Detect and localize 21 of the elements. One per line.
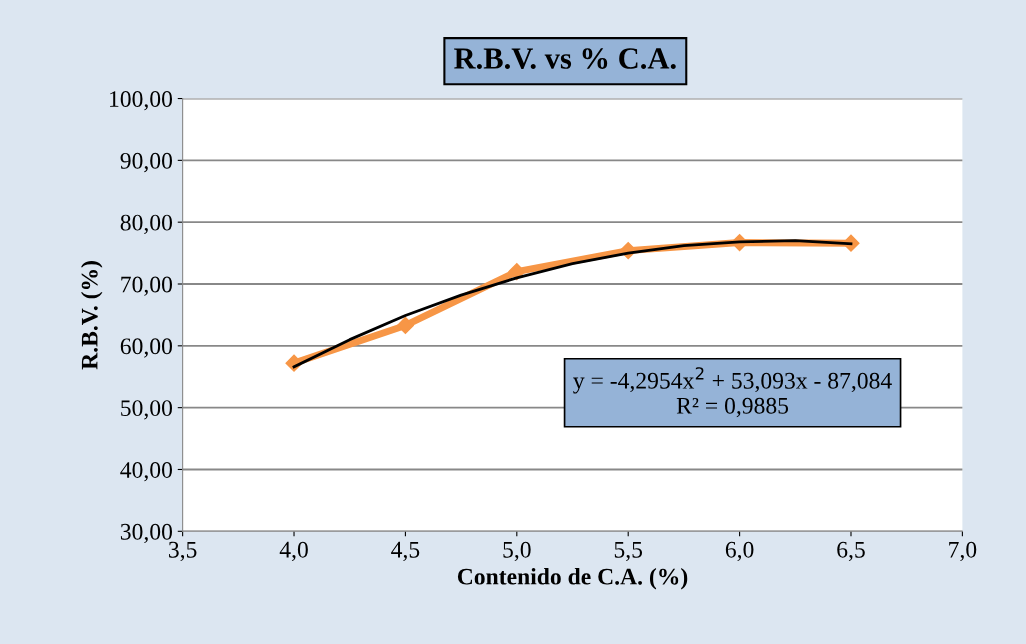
y-tick-label: 40,00 xyxy=(120,461,173,482)
y-tick-label: 90,00 xyxy=(120,152,173,173)
x-tick-label: 7,0 xyxy=(949,541,977,562)
y-tick-label: 50,00 xyxy=(121,400,173,420)
x-tick-label: 4,0 xyxy=(279,541,308,562)
y-tick-label: 60,00 xyxy=(120,338,173,358)
point xyxy=(508,263,526,281)
y-axis-title: R.B.V. (%) xyxy=(81,261,103,370)
y-tick-label: 70,00 xyxy=(121,276,173,296)
x-tick-label: 6,0 xyxy=(725,541,754,562)
y-tick-label: 80,00 xyxy=(120,214,173,234)
y-tick-label: 100,00 xyxy=(110,91,173,111)
x-tick-label: 6,5 xyxy=(837,541,865,562)
x-tick-label: 4,5 xyxy=(391,541,420,562)
x-tick-label: 5,5 xyxy=(614,541,643,562)
point xyxy=(396,316,414,334)
x-axis-title: Contenido de C.A. (%) xyxy=(457,567,688,590)
chart-title: R.B.V. vs % C.A. xyxy=(454,48,676,69)
x-tick-label: 3,5 xyxy=(169,541,197,562)
annotation: y = -4,2954x$^{2}$ + 53,093x - 87,084 R² = 0,9885 xyxy=(573,367,892,418)
x-tick-label: 5,0 xyxy=(503,541,531,562)
